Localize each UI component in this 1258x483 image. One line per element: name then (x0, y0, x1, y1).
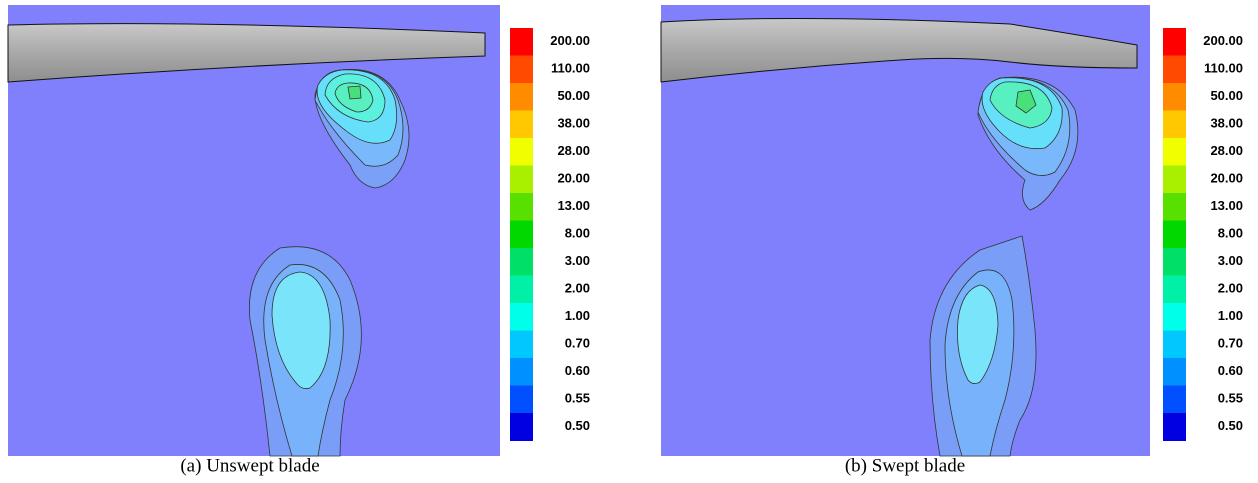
colorbar-swatch (1163, 221, 1186, 249)
colorbar-swatch (1163, 386, 1186, 414)
colorbar-label: 0.55 (1218, 391, 1243, 406)
colorbar-label: 8.00 (565, 226, 590, 241)
colorbar-label: 20.00 (1210, 171, 1243, 186)
caption: (b) Swept blade (845, 455, 965, 476)
colorbar-swatch (1163, 248, 1186, 276)
colorbar-label: 20.00 (557, 171, 590, 186)
colorbar-label: 38.00 (1210, 116, 1243, 131)
colorbar-swatch (510, 413, 533, 441)
colorbar-label: 110.00 (551, 61, 590, 76)
caption: (a) Unswept blade (180, 455, 319, 476)
colorbar-label: 1.00 (1218, 308, 1243, 323)
colorbar-swatch (510, 166, 533, 194)
colorbar-label: 50.00 (1210, 88, 1243, 103)
colorbar-swatch (1163, 193, 1186, 221)
colorbar-label: 13.00 (557, 198, 590, 213)
colorbar-label: 28.00 (1210, 143, 1243, 158)
panel-a (8, 5, 500, 456)
colorbar-swatch (1163, 138, 1186, 166)
colorbar-swatch (510, 56, 533, 84)
colorbar-label: 2.00 (565, 281, 590, 296)
colorbar-swatch (1163, 111, 1186, 139)
colorbar-label: 8.00 (1218, 226, 1243, 241)
colorbar-swatch (510, 248, 533, 276)
colorbar-swatch (510, 276, 533, 304)
colorbar-swatch (1163, 56, 1186, 84)
colorbar-label: 1.00 (565, 308, 590, 323)
colorbar-label: 0.70 (565, 336, 590, 351)
colorbar-swatch (510, 386, 533, 414)
colorbar-label: 13.00 (1210, 198, 1243, 213)
colorbar-label: 200.00 (550, 33, 590, 48)
colorbar-swatch (1163, 358, 1186, 386)
colorbar-label: 0.50 (565, 418, 590, 433)
colorbar-swatch (510, 303, 533, 331)
colorbar-label: 2.00 (1218, 281, 1243, 296)
colorbar-swatch (510, 193, 533, 221)
colorbar-swatch (1163, 28, 1186, 56)
colorbar-swatch (1163, 303, 1186, 331)
colorbar-swatch (510, 221, 533, 249)
colorbar-swatch (1163, 83, 1186, 111)
colorbar-label: 200.00 (1203, 33, 1243, 48)
colorbar-swatch (510, 111, 533, 139)
colorbar-label: 110.00 (1204, 61, 1243, 76)
colorbar-label: 0.70 (1218, 336, 1243, 351)
colorbar-label: 50.00 (557, 88, 590, 103)
colorbar-swatch (510, 28, 533, 56)
colorbar-label: 28.00 (557, 143, 590, 158)
colorbar-swatch (1163, 276, 1186, 304)
colorbar-label: 0.50 (1218, 418, 1243, 433)
colorbar-label: 0.55 (565, 391, 590, 406)
figure: 200.00 110.00 50.00 38.00 28.00 20.00 13.00 8.0… (0, 0, 1258, 483)
colorbar-swatch (510, 331, 533, 359)
colorbar-label: 3.00 (565, 253, 590, 268)
colorbar-label: 38.00 (557, 116, 590, 131)
colorbar-label: 0.60 (1218, 363, 1243, 378)
colorbar-swatch (510, 138, 533, 166)
colorbar-swatch (1163, 413, 1186, 441)
colorbar-swatch (510, 358, 533, 386)
colorbar-label: 3.00 (1218, 253, 1243, 268)
colorbar-label: 0.60 (565, 363, 590, 378)
colorbar-swatch (1163, 331, 1186, 359)
panel-b (661, 5, 1150, 456)
colorbar-swatch (1163, 166, 1186, 194)
colorbar-swatch (510, 83, 533, 111)
